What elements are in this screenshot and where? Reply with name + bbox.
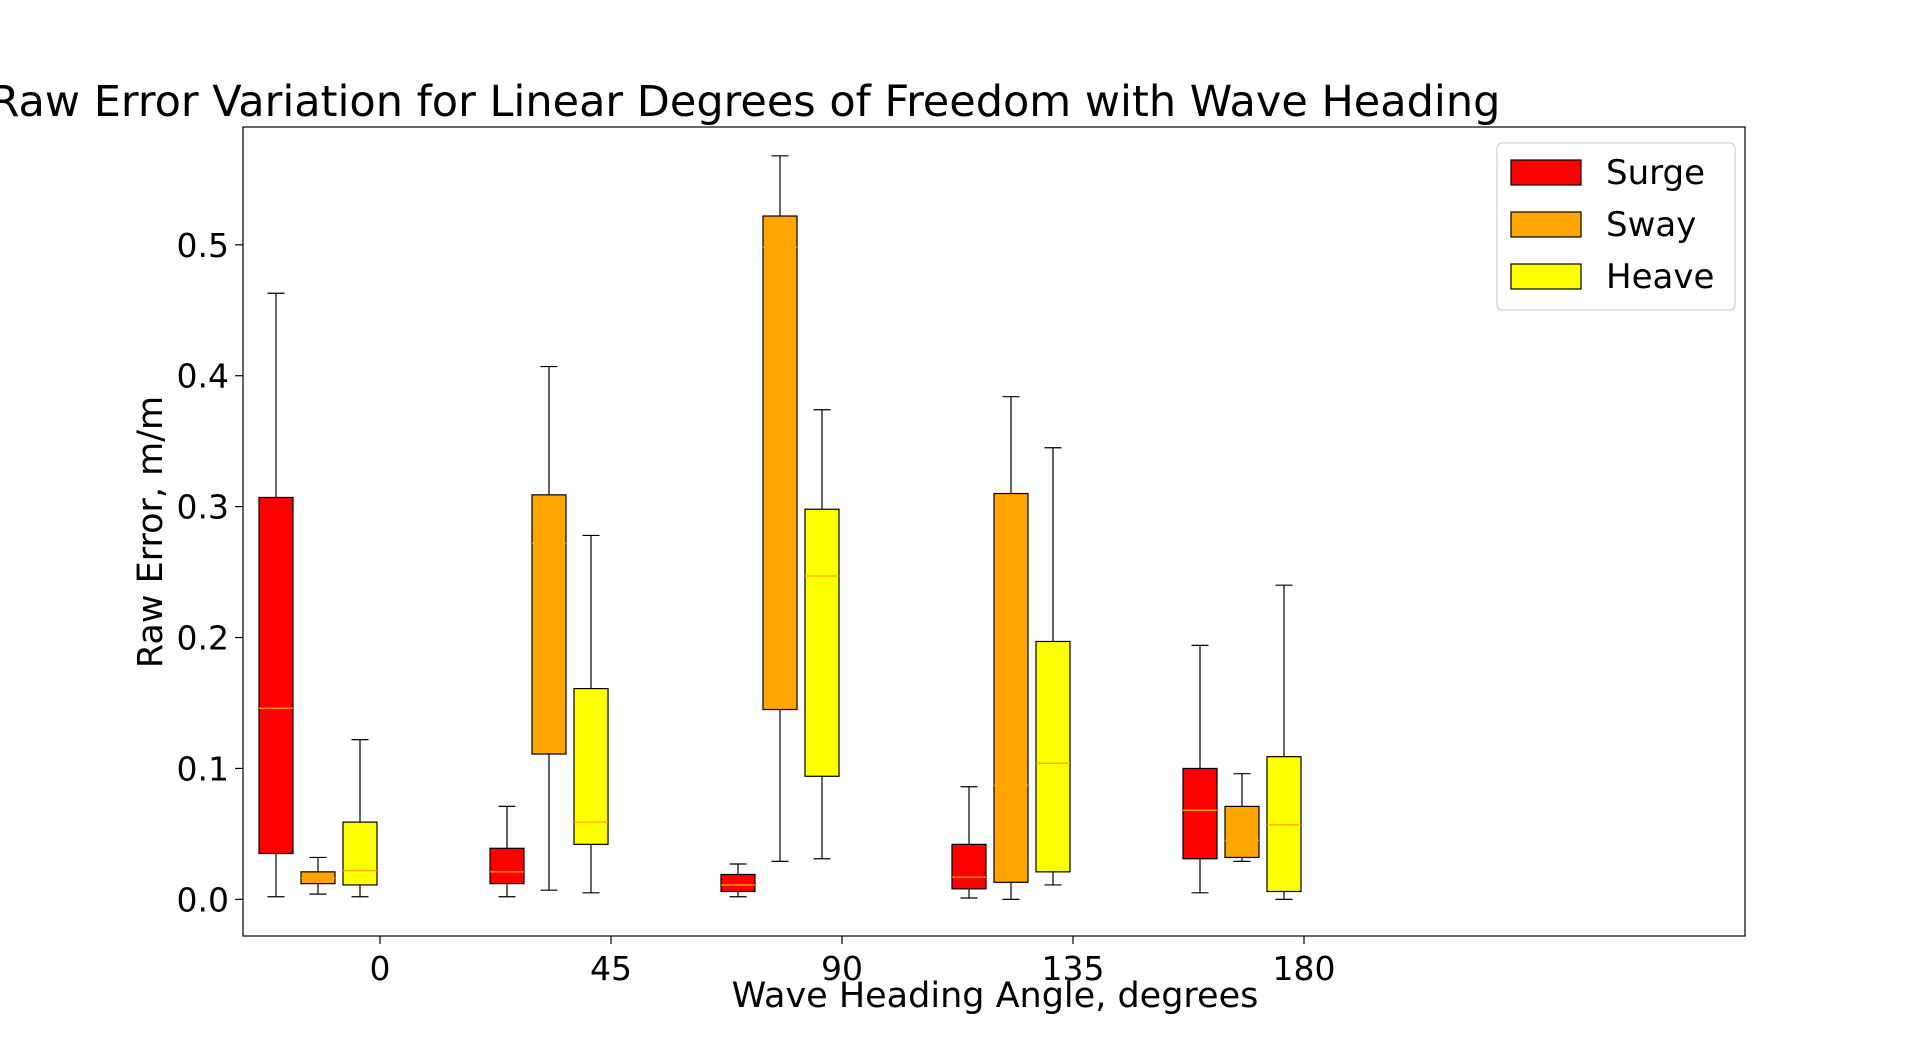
legend-label-surge: Surge: [1606, 153, 1705, 193]
box-iqr: [951, 843, 987, 890]
legend: Surge Sway Heave: [1496, 142, 1736, 311]
legend-swatch-surge: [1510, 159, 1582, 186]
box-iqr: [300, 871, 336, 885]
legend-swatch-heave: [1510, 263, 1582, 290]
box-sway-135: [993, 396, 1029, 900]
legend-swatch-sway: [1510, 211, 1582, 238]
box-iqr: [258, 496, 294, 855]
y-tick-label: 0.4: [177, 357, 229, 396]
box-iqr: [804, 508, 840, 777]
y-axis: 0.0 0.1 0.2 0.3 0.4 0.5: [177, 226, 243, 919]
box-iqr: [1266, 756, 1302, 893]
box-surge-90: [720, 863, 756, 898]
box-iqr: [1035, 640, 1071, 873]
x-tick-label: 90: [821, 949, 863, 988]
box-heave-135: [1035, 447, 1071, 886]
box-surge-180: [1182, 644, 1218, 894]
box-surge-135: [951, 786, 987, 899]
x-tick-label: 180: [1273, 949, 1336, 988]
box-sway-0: [300, 856, 336, 895]
box-heave-45: [573, 534, 609, 894]
box-iqr: [531, 494, 567, 755]
box-heave-90: [804, 409, 840, 860]
box-heave-0: [342, 739, 378, 898]
plot-area: [258, 155, 1302, 900]
y-axis-label: Raw Error, m/m: [131, 396, 171, 668]
box-iqr: [489, 847, 525, 885]
plot-frame: [242, 126, 1746, 937]
y-tick-label: 0.2: [177, 619, 229, 658]
x-tick-label: 135: [1042, 949, 1105, 988]
y-tick-label: 0.5: [177, 226, 229, 265]
box-iqr: [342, 821, 378, 886]
box-iqr: [993, 492, 1029, 883]
chart-title: Raw Error Variation for Linear Degrees o…: [0, 77, 1500, 127]
box-surge-0: [258, 292, 294, 898]
y-tick-label: 0.1: [177, 749, 229, 788]
x-tick-label: 0: [370, 949, 391, 988]
box-sway-90: [762, 155, 798, 862]
box-sway-45: [531, 365, 567, 891]
box-iqr: [1224, 805, 1260, 859]
box-surge-45: [489, 805, 525, 898]
box-sway-180: [1224, 773, 1260, 862]
x-axis: 0 45 90 135 180: [370, 936, 1336, 988]
y-tick-label: 0.3: [177, 488, 229, 527]
box-heave-180: [1266, 584, 1302, 900]
legend-label-heave: Heave: [1606, 257, 1714, 297]
box-iqr: [720, 873, 756, 893]
x-tick-label: 45: [590, 949, 632, 988]
box-iqr: [762, 215, 798, 711]
y-tick-label: 0.0: [177, 880, 229, 919]
box-iqr: [1182, 767, 1218, 860]
x-axis-label: Wave Heading Angle, degrees: [732, 976, 1259, 1016]
box-iqr: [573, 687, 609, 845]
legend-label-sway: Sway: [1606, 205, 1696, 245]
